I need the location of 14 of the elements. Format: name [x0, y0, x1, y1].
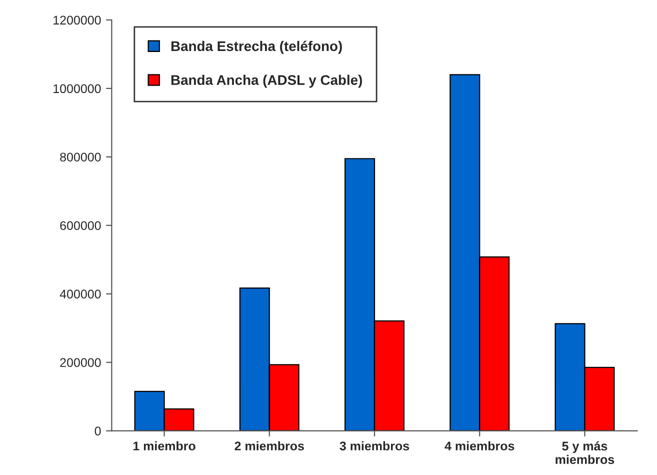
y-tick-label: 200000	[60, 358, 101, 367]
x-tick-label: 5 y más miembros	[556, 441, 614, 464]
y-tick-label: 600000	[60, 221, 101, 230]
x-tick-label: 4 miembros	[444, 441, 514, 450]
y-tick-label: 400000	[60, 290, 101, 299]
x-tick-label: 2 miembros	[234, 441, 304, 450]
y-tick-label: 1000000	[54, 84, 101, 94]
x-tick-label: 1 miembro	[133, 441, 196, 450]
legend-label: Banda Ancha (ADSL y Cable)	[171, 74, 362, 88]
y-tick-label: 0	[94, 426, 101, 436]
x-tick-label: 3 miembros	[340, 441, 410, 450]
legend-label: Banda Estrecha (teléfono)	[171, 40, 342, 54]
y-tick-label: 800000	[60, 152, 101, 162]
y-tick-label: 1200000	[54, 16, 101, 25]
